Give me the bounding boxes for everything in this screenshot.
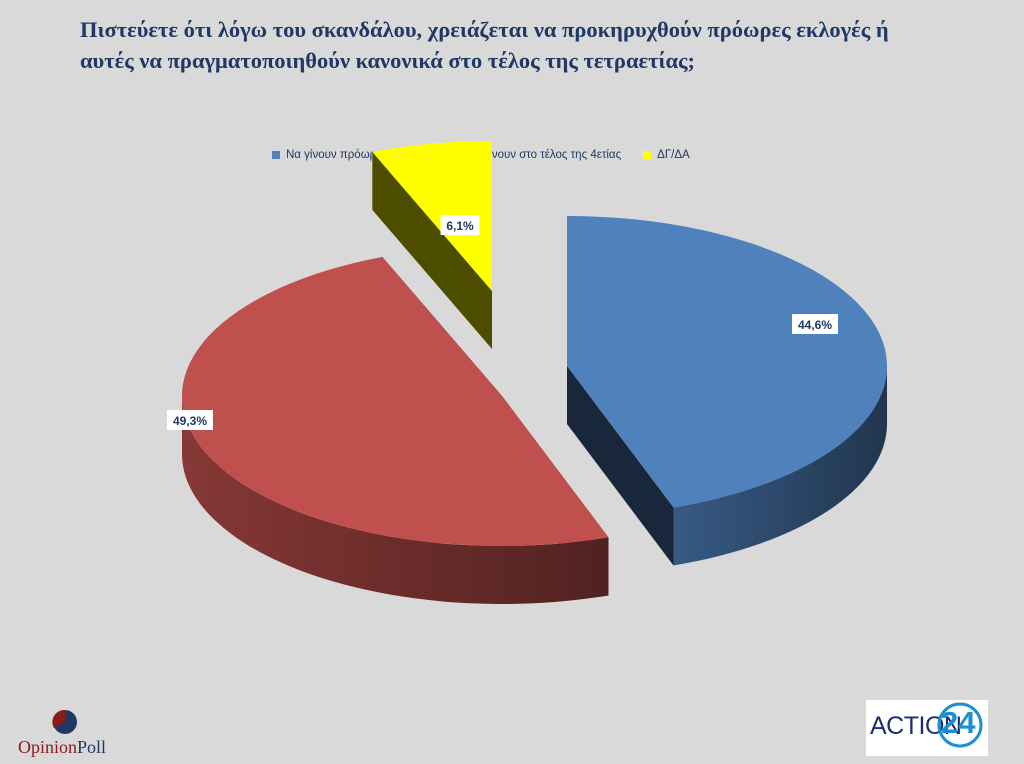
chart-title: Πιστεύετε ότι λόγω του σκανδάλου, χρειάζ… — [80, 14, 980, 76]
action24-logo-ring — [937, 702, 983, 748]
slice-outer-wall-1 — [182, 396, 609, 605]
opinionpoll-logo-text-a: Opinion — [18, 737, 78, 757]
slice-0 — [567, 216, 888, 508]
legend-swatch-0 — [272, 151, 280, 159]
data-label-0: 44,6% — [792, 314, 838, 334]
slice-outer-wall-0 — [673, 366, 887, 566]
legend-item-2: ΔΓ/ΔΑ — [643, 149, 690, 161]
legend-label-2: ΔΓ/ΔΑ — [657, 149, 690, 161]
legend-swatch-2 — [643, 151, 652, 159]
data-label-1: 49,3% — [167, 410, 213, 430]
title-line-1: Πιστεύετε ότι λόγω του σκανδάλου, χρειάζ… — [80, 17, 889, 42]
opinionpoll-logo-text: OpinionPoll — [18, 737, 106, 758]
opinionpoll-logo-wedge — [52, 709, 65, 728]
pie-tops — [181, 141, 888, 547]
data-label-text-2: 6,1% — [446, 219, 474, 233]
slice-wall-2-0 — [372, 151, 492, 349]
slice-wall-0-1 — [567, 366, 674, 566]
opinionpoll-logo-text-b: Poll — [77, 737, 107, 757]
data-label-box-0 — [792, 314, 838, 334]
action24-logo-number: 24 — [941, 705, 976, 740]
data-label-text-0: 44,6% — [798, 318, 832, 332]
title-line-2: αυτές να πραγματοποιηθούν κανονικά στο τ… — [80, 48, 696, 73]
slice-1 — [181, 256, 609, 547]
data-label-box-1 — [167, 410, 213, 430]
data-label-2: 6,1% — [440, 215, 480, 235]
slice-2 — [372, 141, 492, 291]
opinionpoll-logo — [52, 709, 77, 734]
action24-logo-text: ACTION — [870, 712, 962, 740]
action24-logo — [866, 700, 988, 756]
legend-label-1: Να γίνουν στο τέλος της 4ετίας — [465, 149, 622, 161]
data-label-box-2 — [440, 215, 480, 235]
data-label-text-1: 49,3% — [173, 414, 207, 428]
